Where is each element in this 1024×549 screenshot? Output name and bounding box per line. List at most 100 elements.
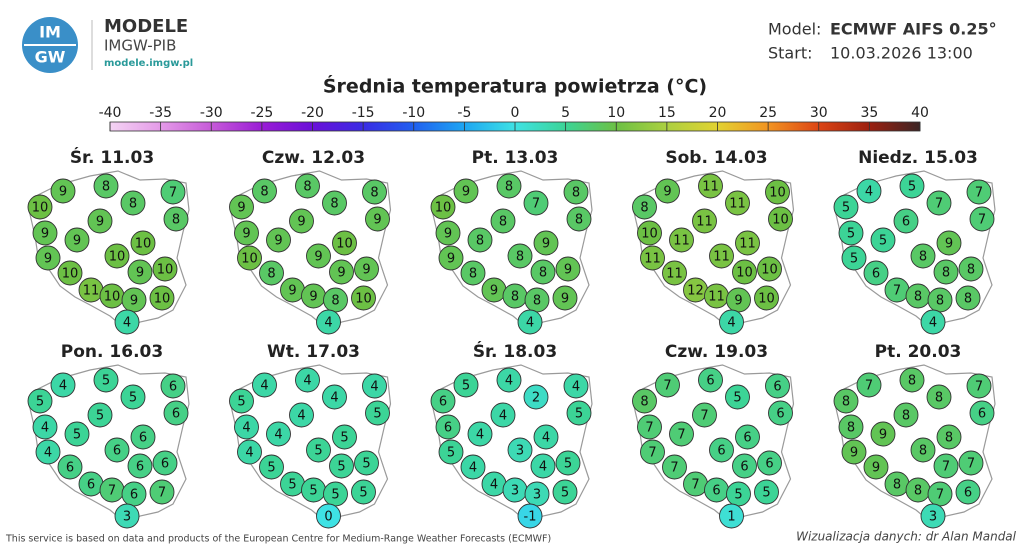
station-value: 7 xyxy=(975,186,983,201)
station-value: 7 xyxy=(975,380,983,395)
station-marker xyxy=(149,479,175,505)
station-value: 2 xyxy=(532,391,540,406)
station-value: 8 xyxy=(967,263,975,278)
station-marker xyxy=(252,372,277,398)
station-marker xyxy=(237,439,262,465)
station-marker xyxy=(430,388,456,414)
station-marker xyxy=(735,424,760,450)
station-value: 8 xyxy=(914,484,922,499)
station-marker xyxy=(632,388,657,414)
station-marker xyxy=(32,220,58,246)
station-marker xyxy=(662,454,687,480)
station-value: 5 xyxy=(847,227,855,242)
station-marker xyxy=(955,285,981,311)
station-value: 6 xyxy=(169,380,177,395)
station-marker xyxy=(490,208,516,234)
station-marker xyxy=(863,454,889,480)
station-value: 10 xyxy=(336,237,353,252)
station-marker xyxy=(719,309,744,335)
station-value: 9 xyxy=(444,227,452,242)
title: Średnia temperatura powietrza (°C) xyxy=(323,74,707,98)
station-value: 9 xyxy=(663,185,671,200)
map-title: Sob. 14.03 xyxy=(665,148,767,168)
station-value: 4 xyxy=(929,316,937,331)
station-value: 7 xyxy=(532,197,540,212)
map-title: Czw. 12.03 xyxy=(262,148,365,168)
station-value: 9 xyxy=(314,250,322,265)
station-value: 5 xyxy=(373,407,381,422)
station-value: 9 xyxy=(462,185,470,200)
station-value: 6 xyxy=(872,267,880,282)
station-value: 10 xyxy=(641,227,658,242)
colorbar-tick-label: 15 xyxy=(658,105,676,121)
station-marker xyxy=(838,414,864,440)
station-value: 9 xyxy=(309,290,317,305)
station-marker xyxy=(936,230,962,256)
station-marker xyxy=(757,450,782,476)
station-value: -1 xyxy=(524,510,537,525)
colorbar-tick-label: 30 xyxy=(810,105,828,121)
station-value: 4 xyxy=(324,316,332,331)
station-value: 7 xyxy=(967,457,975,472)
station-marker xyxy=(104,437,130,463)
station-value: 4 xyxy=(499,409,507,424)
station-marker xyxy=(662,260,687,286)
station-value: 8 xyxy=(331,294,339,309)
station-value: 8 xyxy=(572,186,580,201)
station-value: 4 xyxy=(59,379,67,394)
station-marker xyxy=(838,220,864,246)
station-value: 8 xyxy=(330,197,338,212)
station-value: 9 xyxy=(136,266,144,281)
station-value: 11 xyxy=(708,290,725,305)
station-value: 9 xyxy=(288,284,296,299)
colorbar-tick-label: -35 xyxy=(149,105,172,121)
station-marker xyxy=(306,437,331,463)
colorbar-tick-label: 25 xyxy=(759,105,777,121)
colorbar-tick-label: -40 xyxy=(99,105,122,121)
station-marker xyxy=(936,424,962,450)
station-value: 5 xyxy=(96,409,104,424)
station-value: 4 xyxy=(330,391,338,406)
station-marker xyxy=(732,259,757,285)
station-value: 5 xyxy=(908,180,916,195)
station-value: 7 xyxy=(648,446,656,461)
station-value: 7 xyxy=(663,379,671,394)
station-value: 3 xyxy=(516,444,524,459)
station-marker xyxy=(289,402,314,428)
station-value: 8 xyxy=(516,250,524,265)
station-marker xyxy=(698,173,723,199)
station-marker xyxy=(316,309,341,335)
station-value: 10 xyxy=(758,292,775,307)
url[interactable]: modele.imgw.pl xyxy=(104,58,193,69)
station-value: 9 xyxy=(44,252,52,267)
station-marker xyxy=(460,454,486,480)
station-value: 5 xyxy=(309,484,317,499)
station-value: 6 xyxy=(161,457,169,472)
station-value: 8 xyxy=(575,213,583,228)
station-value: 7 xyxy=(936,488,944,503)
station-value: 9 xyxy=(130,294,138,309)
station-value: 9 xyxy=(734,294,742,309)
station-marker xyxy=(517,309,543,335)
station-marker xyxy=(692,402,717,428)
station-value: 4 xyxy=(490,478,498,493)
station-value: 5 xyxy=(564,457,572,472)
station-value: 10 xyxy=(135,237,152,252)
station-marker xyxy=(841,245,867,271)
station-marker xyxy=(252,178,277,204)
colorbar-tick-label: 10 xyxy=(607,105,625,121)
station-value: 7 xyxy=(893,284,901,299)
station-marker xyxy=(332,230,357,256)
station-marker xyxy=(910,437,936,463)
station-value: 4 xyxy=(303,374,311,389)
station-marker xyxy=(530,453,556,479)
station-value: 7 xyxy=(691,478,699,493)
station-marker xyxy=(926,384,952,410)
station-marker xyxy=(229,194,254,220)
station-marker xyxy=(669,421,694,447)
